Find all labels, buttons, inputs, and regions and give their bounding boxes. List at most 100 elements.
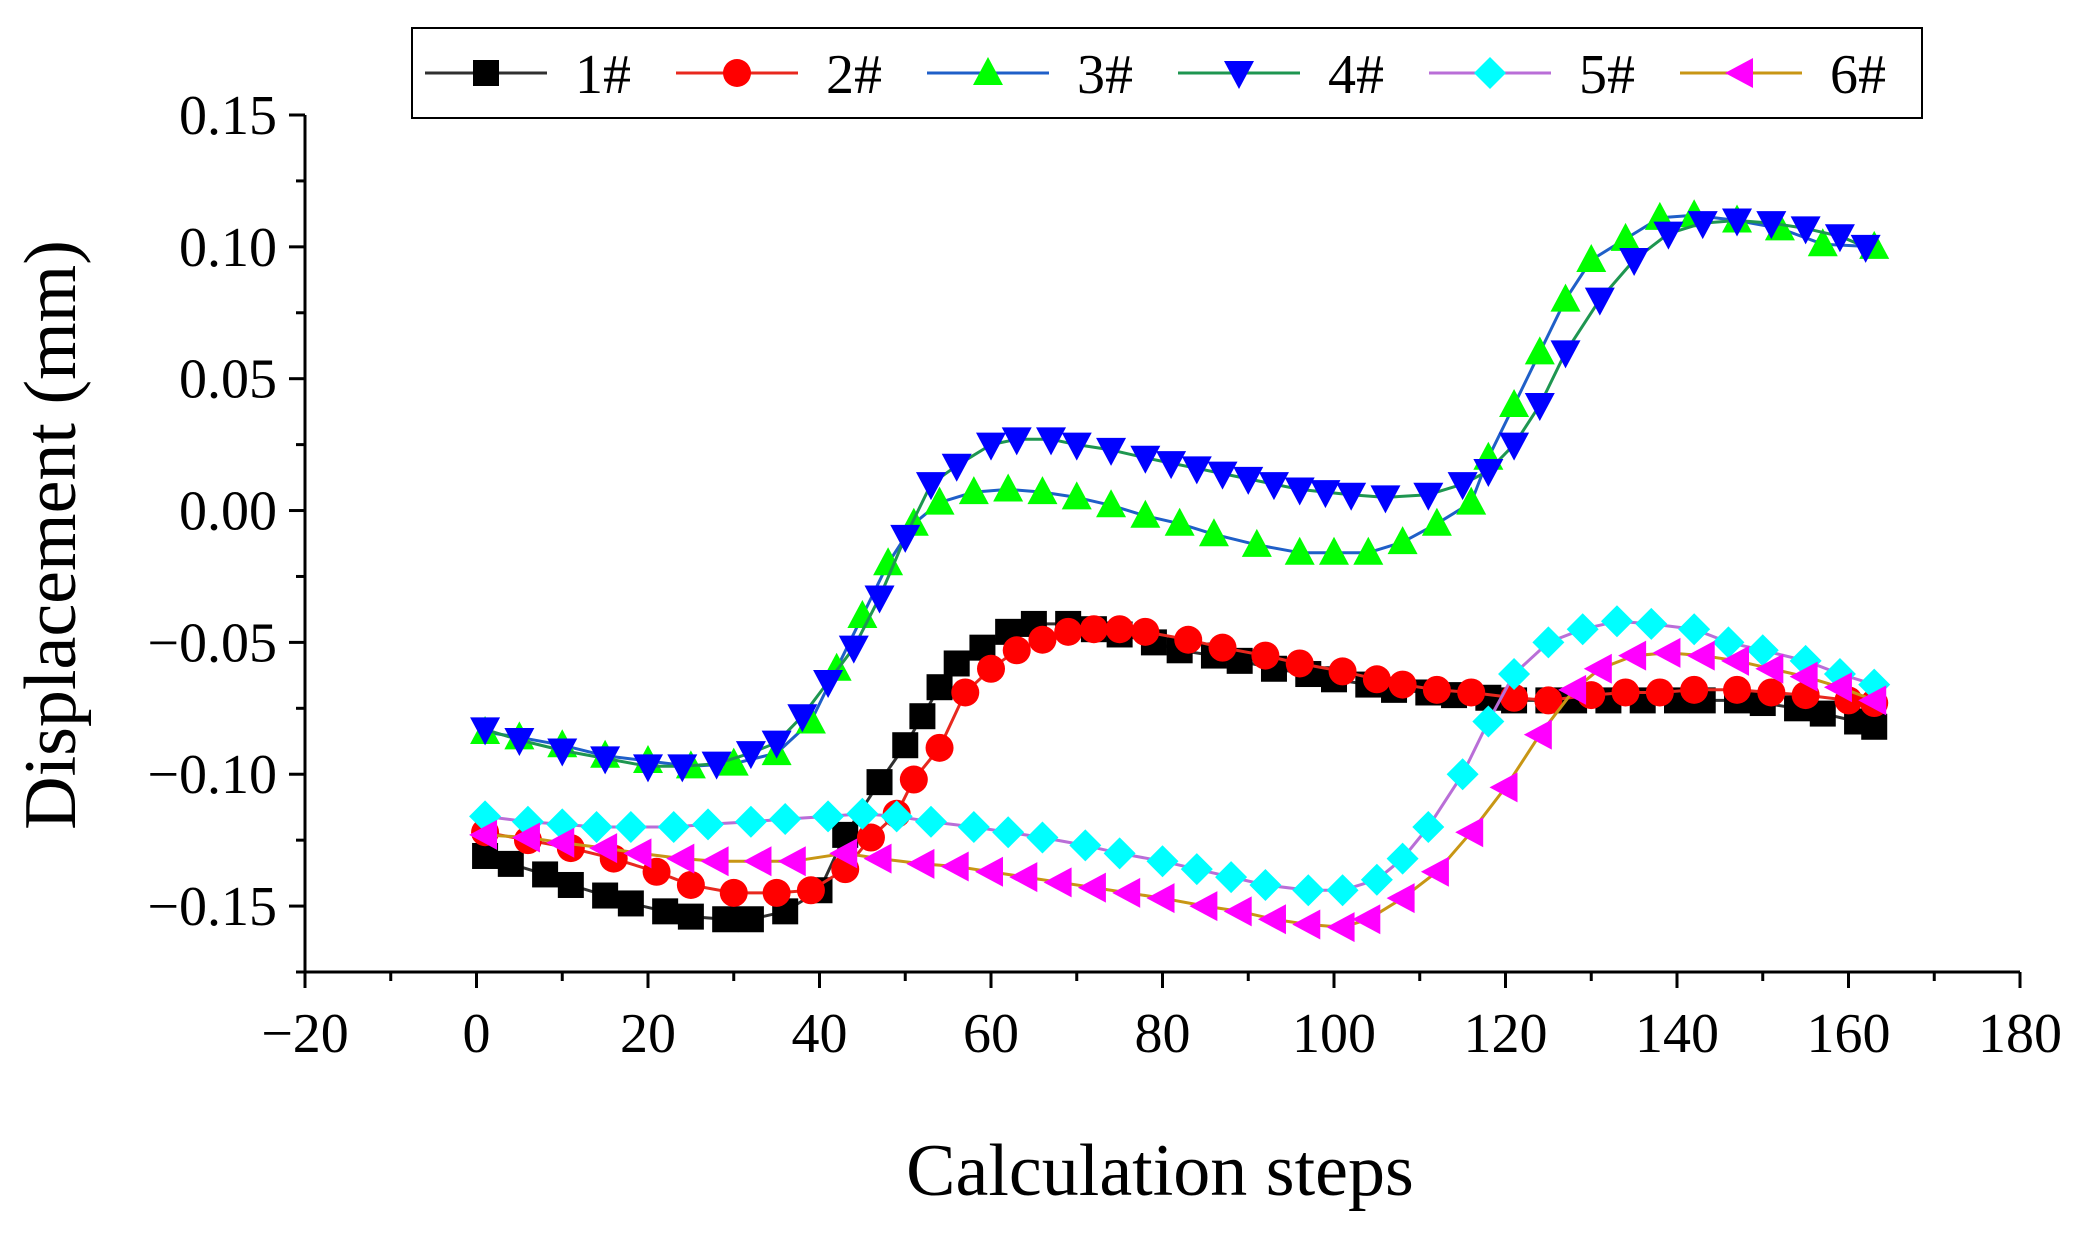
- data-point: [1103, 837, 1136, 870]
- data-point: [777, 846, 806, 877]
- data-point: [1645, 678, 1674, 707]
- data-point: [1336, 482, 1367, 511]
- data-point: [940, 851, 969, 882]
- data-point: [1130, 445, 1161, 474]
- legend-marker: [973, 57, 1003, 85]
- x-tick-label: 120: [1464, 1003, 1548, 1065]
- axes: −20 0 20 40 60 80 100 120 140 160 180 −0.15 −0.10 −0.…: [147, 85, 2062, 1065]
- data-point: [951, 678, 980, 707]
- series-6: [469, 637, 1887, 943]
- data-point: [762, 878, 791, 907]
- data-point: [580, 810, 613, 843]
- data-point: [1208, 633, 1237, 662]
- data-point: [1447, 472, 1478, 501]
- data-point: [1156, 451, 1187, 480]
- data-point: [1524, 393, 1555, 422]
- data-point: [1858, 685, 1887, 716]
- data-point: [846, 797, 879, 830]
- data-point: [1456, 486, 1487, 515]
- data-point: [909, 703, 936, 730]
- data-point: [1499, 389, 1530, 418]
- data-point: [977, 654, 1005, 683]
- data-point: [1069, 829, 1102, 862]
- data-point: [761, 730, 792, 759]
- data-point: [1610, 222, 1641, 251]
- data-point: [1446, 758, 1479, 791]
- data-point: [734, 805, 767, 838]
- data-point: [1584, 287, 1615, 316]
- data-point: [1386, 842, 1419, 875]
- data-point: [546, 827, 575, 858]
- data-point: [1077, 872, 1106, 903]
- legend-marker: [1725, 58, 1753, 88]
- data-point: [1473, 458, 1504, 487]
- data-point: [633, 754, 663, 783]
- data-point: [652, 898, 679, 925]
- data-point: [856, 823, 885, 852]
- data-point: [1500, 683, 1529, 712]
- y-tick-label: 0.05: [179, 349, 277, 411]
- data-point: [1861, 713, 1888, 740]
- plot-area: [469, 199, 1891, 943]
- data-point: [1241, 528, 1272, 557]
- x-tick-label: 100: [1292, 1003, 1376, 1065]
- data-point: [1319, 536, 1349, 565]
- data-point: [1181, 456, 1212, 485]
- data-point: [813, 669, 844, 698]
- data-point: [700, 846, 729, 877]
- data-point: [677, 903, 704, 930]
- data-point: [796, 876, 825, 905]
- data-point: [1413, 482, 1444, 511]
- data-point: [1756, 211, 1787, 240]
- legend-label: 1#: [575, 44, 631, 106]
- data-point: [787, 704, 818, 733]
- data-point: [1223, 896, 1252, 927]
- data-point: [1174, 625, 1203, 654]
- data-point: [1566, 613, 1599, 646]
- data-point: [511, 822, 540, 853]
- data-point: [1061, 432, 1092, 461]
- data-point: [1284, 536, 1315, 565]
- x-tick-label: 140: [1635, 1003, 1719, 1065]
- data-point: [1653, 221, 1684, 250]
- data-point: [1352, 904, 1381, 935]
- data-point: [1180, 853, 1213, 886]
- data-point: [1036, 427, 1067, 456]
- data-point: [1251, 641, 1280, 670]
- x-tick-label: 40: [792, 1003, 848, 1065]
- data-point: [1472, 705, 1505, 738]
- series-line: [484, 619, 1875, 892]
- legend-marker: [1474, 57, 1506, 89]
- y-tick-label: −0.10: [147, 744, 277, 806]
- data-point: [1285, 649, 1314, 678]
- data-point: [957, 810, 990, 843]
- x-tick-label: 180: [1978, 1003, 2062, 1065]
- data-point: [1499, 432, 1530, 461]
- y-tick-label: −0.05: [147, 612, 277, 674]
- y-tick-label: 0.10: [179, 217, 277, 279]
- data-point: [993, 473, 1024, 502]
- data-point: [667, 754, 698, 783]
- data-point: [1146, 883, 1175, 914]
- data-point: [623, 838, 652, 869]
- data-point: [719, 878, 748, 907]
- data-point: [1721, 645, 1750, 676]
- data-point: [1257, 904, 1286, 935]
- data-point: [557, 871, 584, 898]
- legend-item: 2#: [676, 44, 882, 106]
- legend-marker: [473, 60, 499, 86]
- data-point: [718, 747, 749, 776]
- data-point: [1550, 340, 1581, 369]
- legend-label: 6#: [1830, 44, 1886, 106]
- data-point: [1489, 772, 1518, 803]
- data-point: [924, 486, 955, 515]
- series-4: [470, 208, 1881, 783]
- legend-label: 5#: [1579, 44, 1635, 106]
- data-point: [1823, 672, 1852, 703]
- data-point: [1388, 670, 1417, 699]
- data-point: [589, 833, 618, 864]
- data-point: [590, 746, 621, 775]
- data-point: [1310, 480, 1341, 509]
- data-point: [735, 741, 766, 770]
